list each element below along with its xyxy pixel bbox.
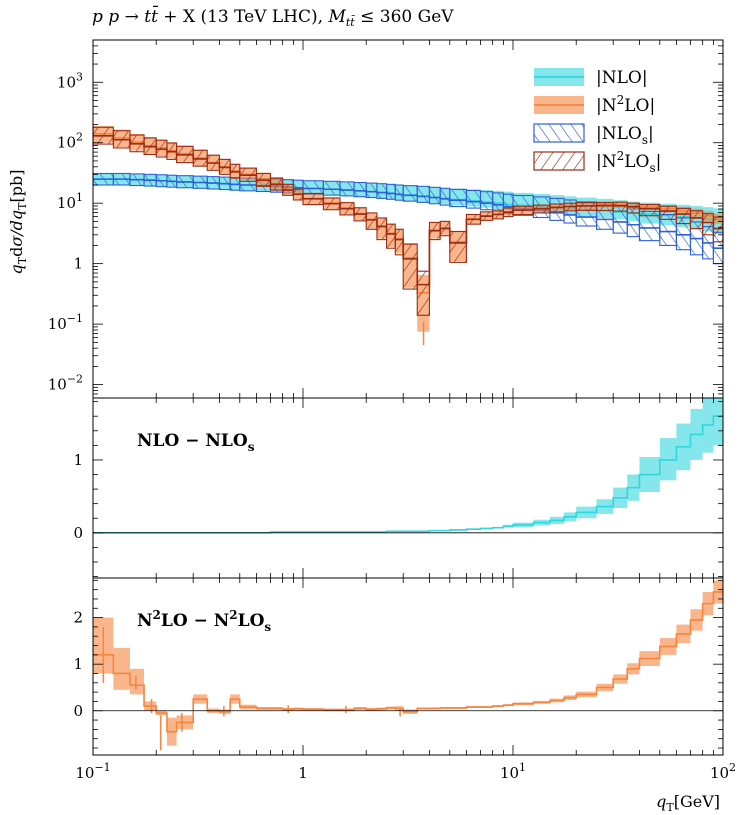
hatch-bin — [659, 205, 677, 220]
hatch-bin — [339, 181, 355, 197]
hatch-bin — [416, 185, 430, 203]
panel-ratio-n2lo: 0 1 2 N2LO − N2LOs 10−1 1 101 102 — [73, 577, 736, 782]
hatch-bin — [428, 186, 441, 205]
hatch-bin — [365, 182, 378, 199]
hatch-bin — [376, 217, 388, 241]
y-tick-label: 0 — [73, 702, 83, 720]
hatch-bin — [376, 183, 388, 199]
series-line — [93, 135, 723, 286]
y-tick-label: 0 — [73, 524, 83, 542]
hatch-bin — [439, 187, 451, 206]
hatch-bin — [353, 181, 367, 198]
series-nlo-nlos — [93, 398, 723, 534]
hatch-bin — [626, 202, 640, 214]
legend-label: |N2LOs| — [596, 149, 661, 175]
hatch-bin — [492, 192, 504, 213]
y-tick-label: 1 — [73, 655, 83, 673]
legend-item: |NLO| — [534, 68, 648, 88]
band-bin — [113, 647, 130, 690]
x-tick-label: 101 — [500, 761, 526, 782]
hatch-bin — [702, 213, 714, 236]
series-line — [93, 591, 723, 733]
hatch-bin — [612, 201, 628, 212]
y-tick-label: 10−1 — [48, 312, 83, 333]
hatch-bin — [675, 207, 692, 225]
legend-label: |N2LO| — [596, 93, 655, 116]
x-tick-label: 1 — [298, 764, 308, 782]
hatch-bin — [402, 185, 418, 202]
legend-label: |NLOs| — [596, 124, 654, 147]
x-tick-label: 10−1 — [75, 761, 110, 782]
hatch-bin — [394, 184, 404, 201]
legend-item: |N2LOs| — [533, 149, 661, 175]
hatch-bin — [712, 216, 724, 243]
panel-main: 10−2 10−1 1 101 102 103 — [48, 39, 724, 399]
y-tick-label: 1 — [73, 255, 83, 273]
panel-annotation: N2LO − N2LOs — [137, 608, 271, 634]
legend-item: |N2LO| — [534, 93, 655, 116]
legend-label: |NLO| — [596, 68, 648, 88]
hatch-bin — [449, 188, 467, 208]
hatch-bin — [416, 270, 430, 316]
y-tick-label: 2 — [73, 609, 83, 627]
band-bin — [713, 398, 723, 446]
y-tick-label: 10−2 — [48, 373, 83, 394]
x-axis-label: qT[GeV] — [656, 792, 720, 814]
band-bin — [129, 668, 145, 695]
plot-frame — [92, 577, 724, 756]
hatch-bin — [302, 180, 324, 195]
panel-ratio-nlo: 0 1 NLO − NLOs — [73, 397, 724, 579]
hatch-bin — [386, 223, 396, 249]
y-tick-label: 102 — [57, 131, 83, 152]
hatch-bin — [402, 243, 418, 290]
hatch-bin — [365, 212, 378, 230]
hatch-bin — [449, 230, 467, 263]
y-tick-label: 103 — [57, 70, 83, 91]
x-tick-label: 102 — [710, 761, 736, 782]
y-axis-label: qTdσ/dqT[pb] — [7, 170, 29, 275]
hatch-bin — [322, 180, 341, 196]
panel-annotation: NLO − NLOs — [137, 431, 255, 454]
series--n2los- — [92, 126, 724, 316]
series-n2lo-n2los — [93, 580, 723, 751]
legend: |NLO| |N2LO| |NLOs||N2LOs| — [533, 68, 661, 175]
hatch-bin — [479, 191, 494, 211]
legend-swatch — [533, 123, 585, 143]
hatch-bin — [394, 228, 404, 256]
hatch-bin — [638, 203, 661, 217]
hatch-bin — [689, 210, 704, 230]
hatch-bin — [386, 183, 396, 200]
legend-swatch — [533, 151, 585, 171]
legend-item: |NLOs| — [533, 123, 654, 147]
hatch-bin — [465, 189, 482, 209]
series-line — [93, 178, 723, 250]
y-tick-label: 1 — [73, 451, 83, 469]
chart-title: p p → tt̄ + X (13 TeV LHC), Mtt̄ ≤ 360 G… — [92, 4, 454, 29]
y-tick-label: 101 — [57, 191, 83, 212]
